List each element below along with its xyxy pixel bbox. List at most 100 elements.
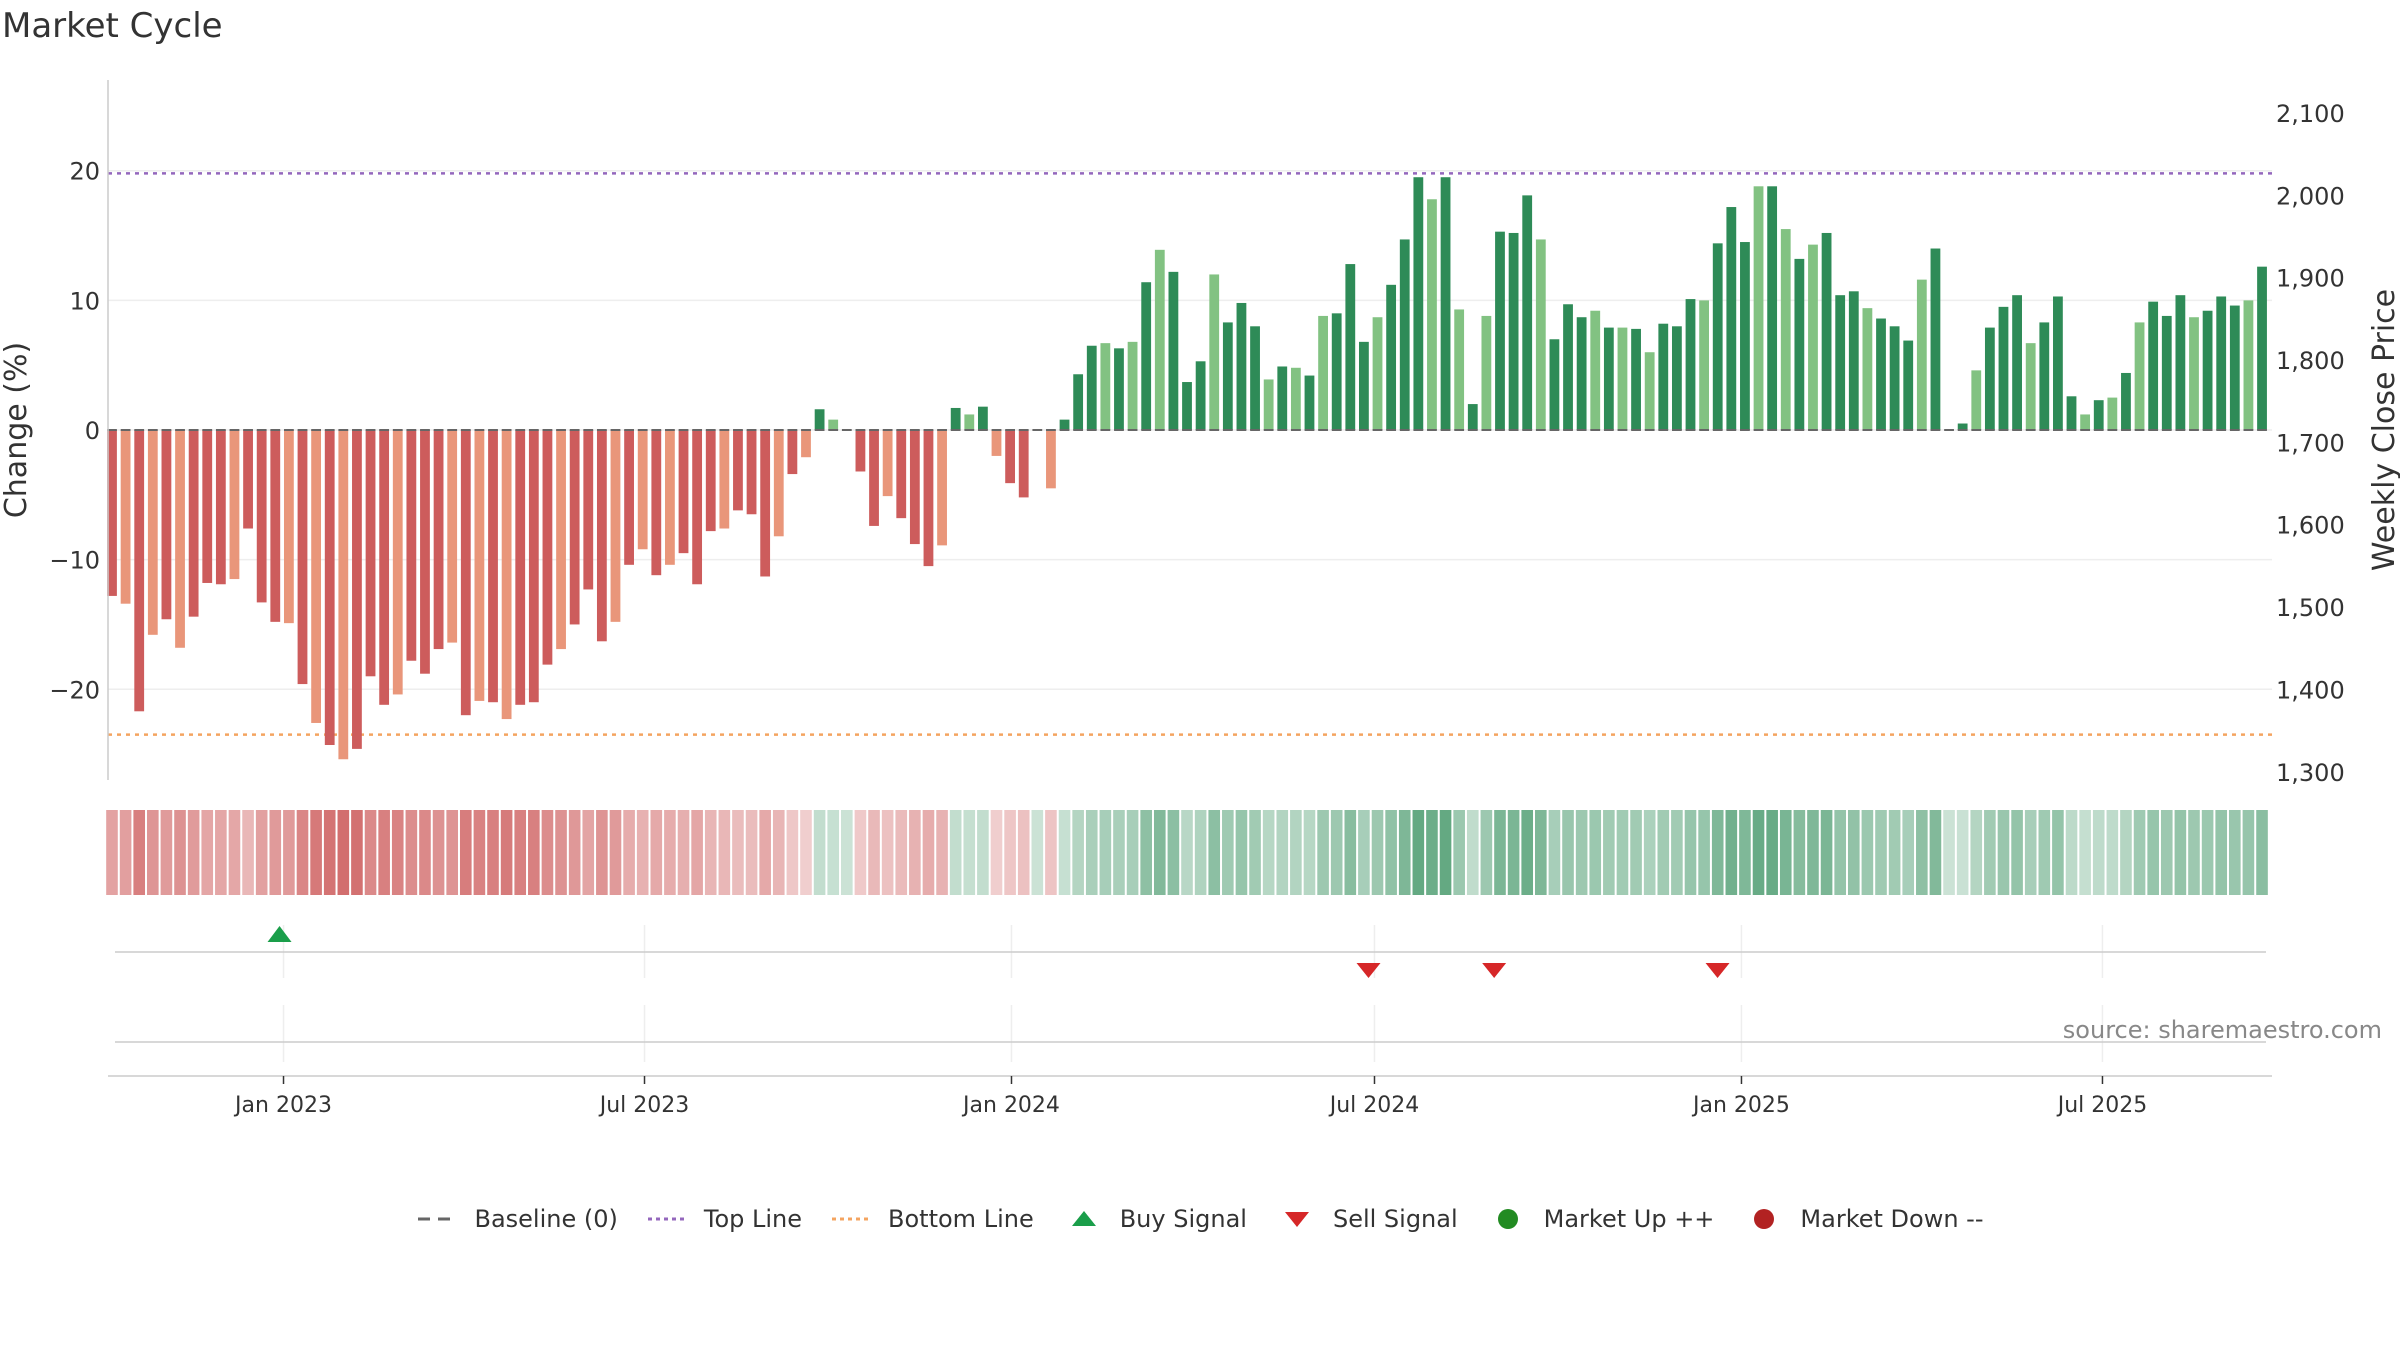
change-bar <box>1046 430 1056 489</box>
heat-cell <box>2215 810 2228 895</box>
heat-cell <box>1888 810 1901 895</box>
change-bar <box>1671 326 1682 430</box>
heat-cell <box>473 810 486 895</box>
heat-cell <box>1303 810 1316 895</box>
heat-cell <box>2133 810 2146 895</box>
change-bar <box>1971 370 1982 430</box>
change-bar <box>678 430 689 554</box>
heat-cell <box>1317 810 1329 895</box>
change-bar <box>542 430 553 665</box>
change-bar <box>1318 315 1328 430</box>
change-bar <box>1495 231 1505 430</box>
change-bar <box>1617 327 1628 430</box>
heat-cell <box>936 810 948 895</box>
heat-cell <box>1847 810 1860 895</box>
heat-cell <box>1290 810 1302 895</box>
change-bar <box>556 430 566 650</box>
heat-cell <box>1181 810 1193 895</box>
legend-item: Bottom Line <box>830 1205 1034 1233</box>
heat-cell <box>1222 810 1234 895</box>
heat-cell <box>1916 810 1928 895</box>
heat-cell <box>1548 810 1561 895</box>
heat-cell <box>337 810 350 895</box>
change-bar <box>950 407 961 430</box>
heat-cell <box>1235 810 1248 895</box>
heat-cell <box>854 810 867 895</box>
heat-cell <box>2201 810 2214 895</box>
change-bar <box>2148 301 2159 430</box>
change-bar <box>1454 309 1465 430</box>
change-bar <box>175 430 185 648</box>
heat-cell <box>1929 810 1942 895</box>
heat-cell <box>2120 810 2132 895</box>
strength-heat-strip <box>106 810 2268 895</box>
change-bar <box>2025 343 2036 430</box>
change-bar <box>596 430 607 642</box>
heat-cell <box>1671 810 1683 895</box>
change-bar <box>1236 302 1247 430</box>
heat-cell <box>1208 810 1221 895</box>
change-bar <box>1086 345 1097 430</box>
heat-cell <box>636 810 649 895</box>
heat-cell <box>718 810 731 895</box>
heat-cell <box>1426 810 1438 895</box>
change-bar <box>569 430 580 625</box>
change-bar <box>379 430 390 705</box>
change-bar <box>1644 352 1655 430</box>
change-bar <box>1467 404 1478 430</box>
change-bar <box>2216 296 2227 430</box>
change-bar <box>1127 341 1138 430</box>
heat-cell <box>269 810 282 895</box>
heat-cell <box>1453 810 1465 895</box>
change-bar <box>1699 300 1710 430</box>
change-bar <box>665 430 675 565</box>
heat-cell <box>1480 810 1493 895</box>
heat-cell <box>2242 810 2255 895</box>
heat-cell <box>1820 810 1833 895</box>
change-bar <box>1658 323 1669 430</box>
change-bar <box>2066 396 2077 430</box>
y2-axis-label: Weekly Close Price <box>2367 289 2400 571</box>
heat-cell <box>1739 810 1751 895</box>
y2-tick-label: 1,300 <box>2276 759 2345 787</box>
heat-cell <box>1521 810 1534 895</box>
y2-tick-label: 1,400 <box>2276 676 2345 704</box>
heat-cell <box>2092 810 2105 895</box>
heat-cell <box>1153 810 1166 895</box>
change-bar <box>1794 258 1805 430</box>
x-tick-label: Jan 2024 <box>961 1093 1060 1118</box>
change-bar <box>2189 317 2199 430</box>
heat-cell <box>800 810 812 895</box>
heat-cell <box>1004 810 1016 895</box>
y2-tick-label: 1,500 <box>2276 594 2345 622</box>
change-bar <box>1359 341 1369 430</box>
change-bar <box>1821 232 1832 430</box>
heat-cell <box>228 810 241 895</box>
change-bar <box>283 430 294 624</box>
heat-cell <box>1589 810 1602 895</box>
heat-cell <box>1562 810 1574 895</box>
change-bar <box>433 430 444 650</box>
reference-lines <box>108 172 2272 736</box>
heat-cell <box>351 810 363 895</box>
change-bar <box>365 430 376 677</box>
heat-cell <box>1017 810 1030 895</box>
change-bar <box>1059 419 1070 430</box>
change-bar <box>610 430 621 622</box>
heat-cell <box>1603 810 1615 895</box>
change-bar <box>1603 327 1614 430</box>
x-tick-label: Jul 2024 <box>1328 1093 1420 1118</box>
heat-cell <box>1684 810 1697 895</box>
x-tick-label: Jul 2025 <box>2056 1093 2148 1118</box>
heat-cell <box>364 810 377 895</box>
change-bar <box>297 430 308 685</box>
heat-cell <box>963 810 976 895</box>
heat-cell <box>1099 810 1112 895</box>
heat-cell <box>827 810 840 895</box>
change-bar <box>1345 264 1356 430</box>
heat-cell <box>1194 810 1207 895</box>
change-bar <box>787 430 798 475</box>
change-bar <box>188 430 199 617</box>
heat-cell <box>391 810 404 895</box>
